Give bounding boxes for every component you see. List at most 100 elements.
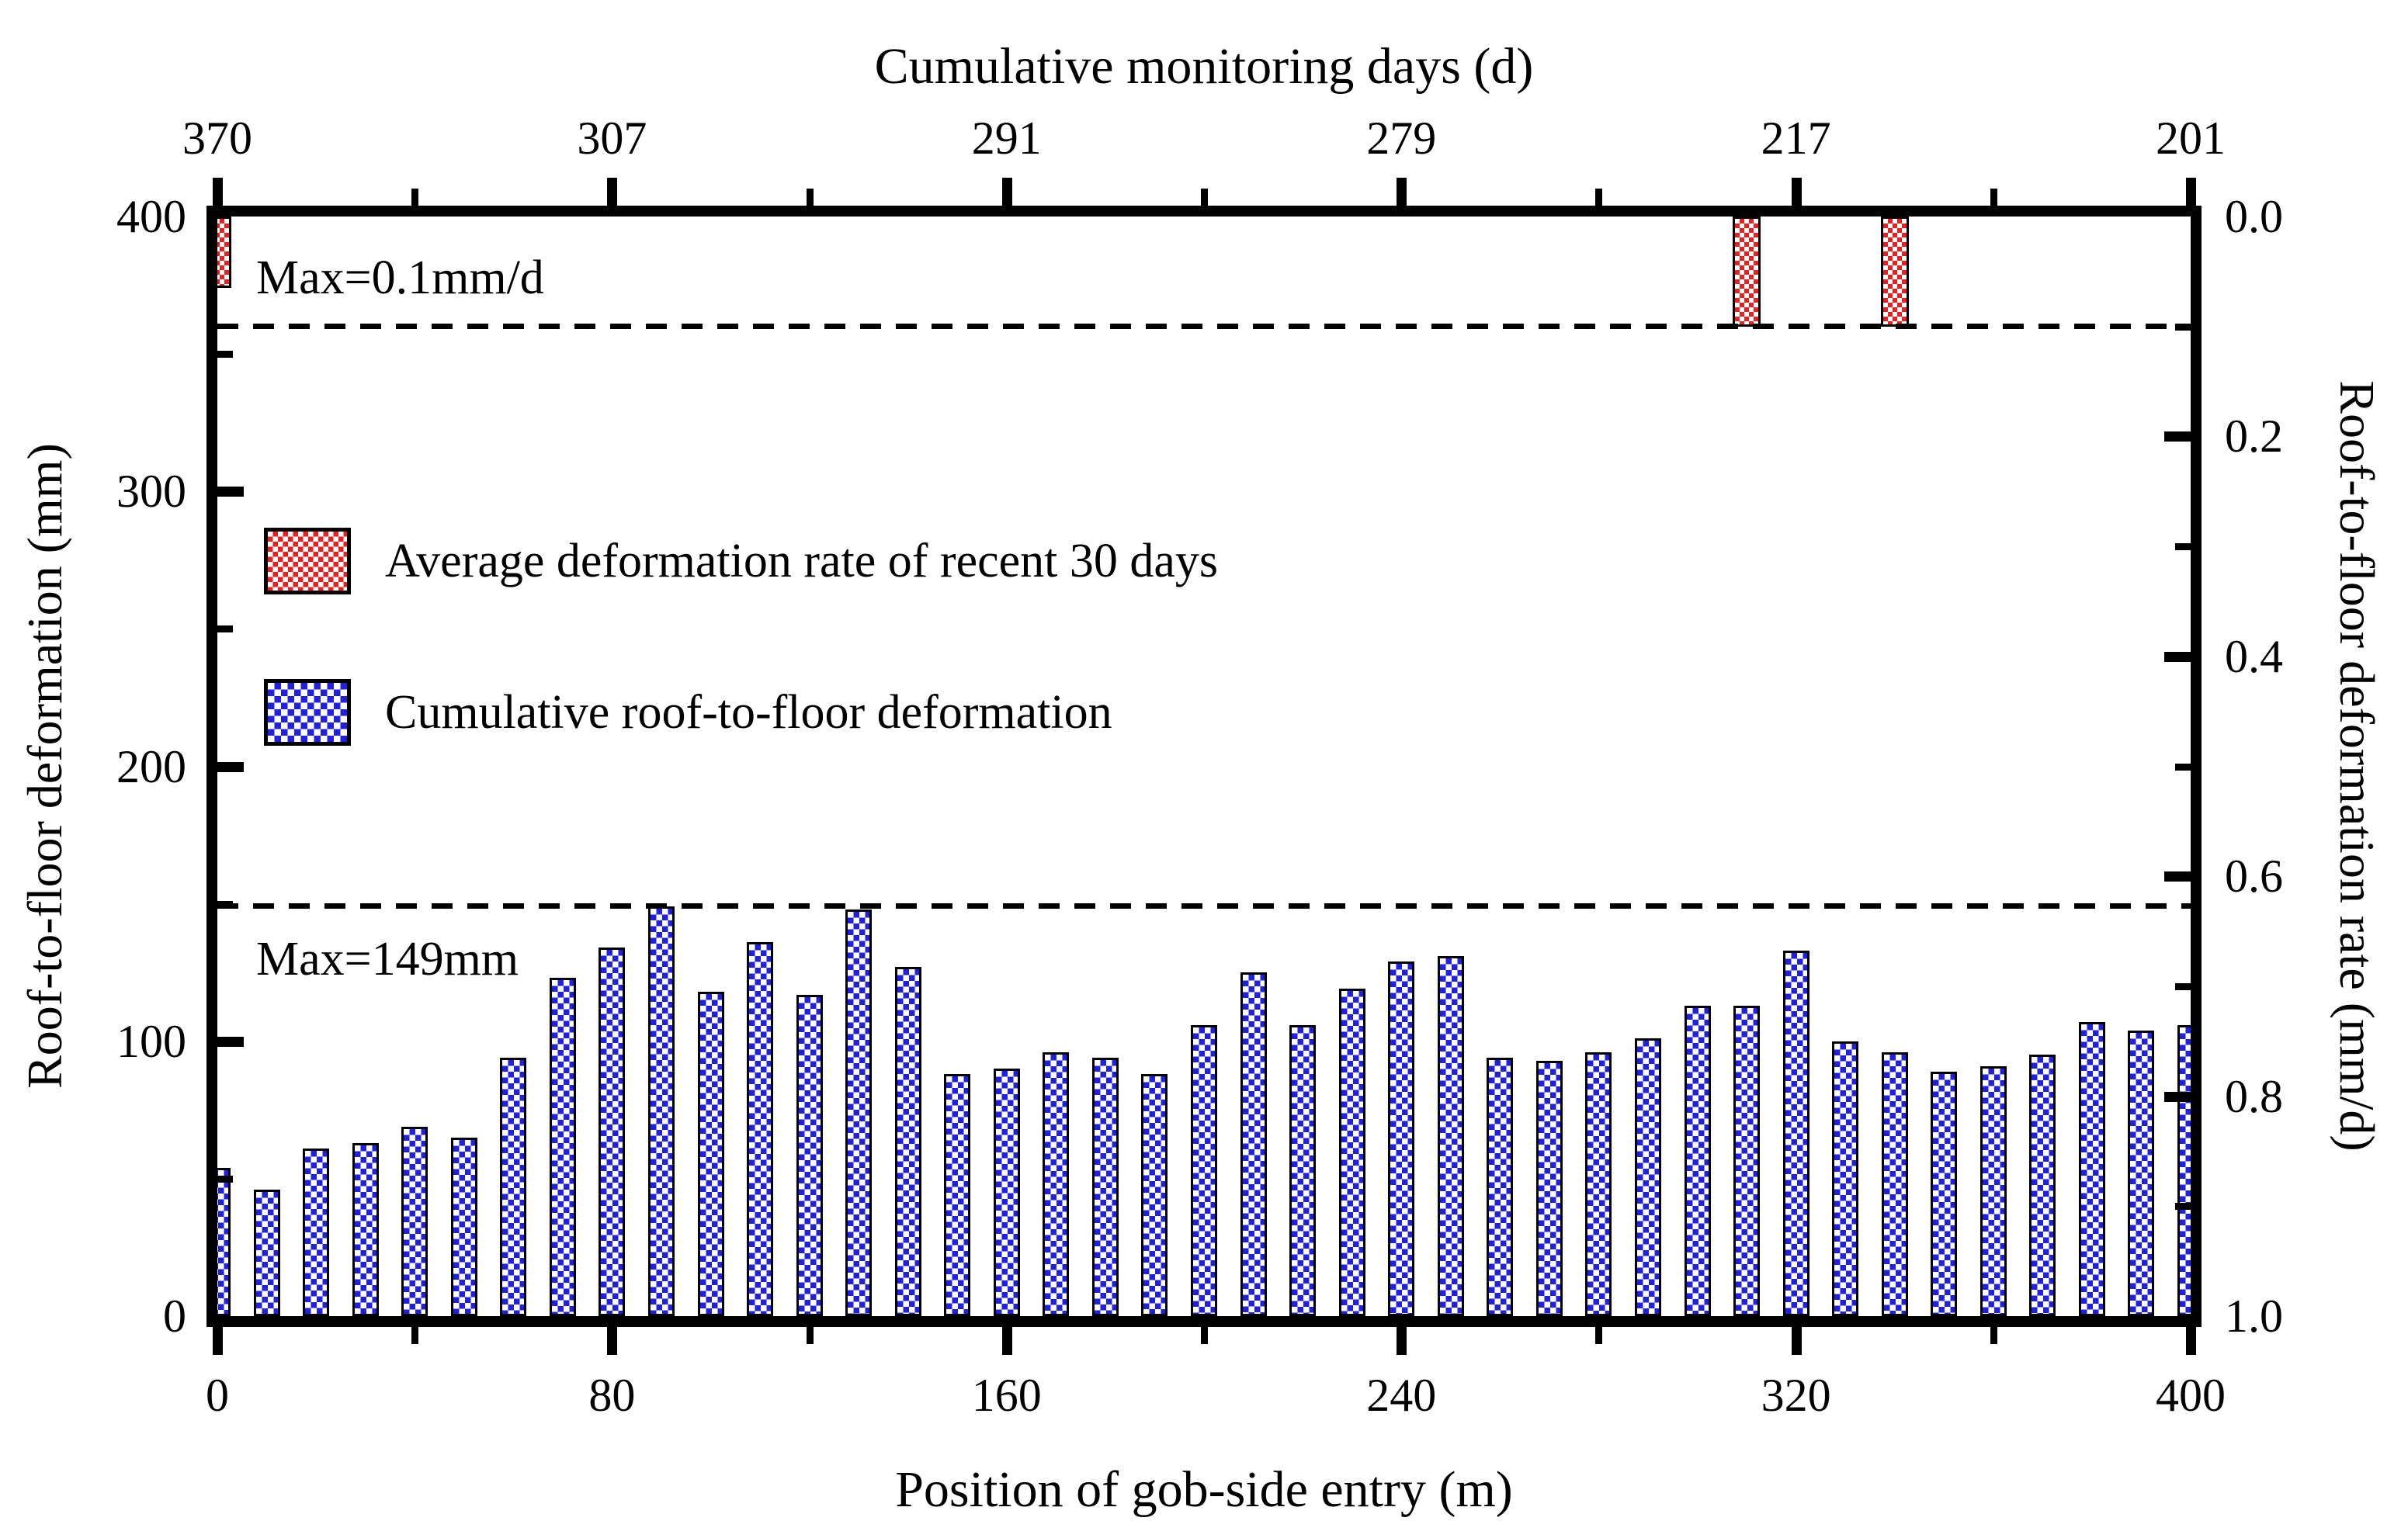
y-right-tick-label: 0.2 [2225, 411, 2283, 463]
bar-deformation-rate [217, 217, 231, 289]
y-left-tick-label: 400 [116, 191, 186, 242]
bar-cumulative-deformation [253, 1190, 280, 1316]
bar-cumulative-deformation [993, 1069, 1020, 1316]
bottom-axis-major-tick [213, 1327, 223, 1355]
bottom-axis-minor-tick [1595, 1327, 1603, 1344]
bottom-axis-minor-tick [806, 1327, 814, 1344]
reference-line-max-rate [217, 323, 2191, 329]
bar-cumulative-deformation [796, 994, 823, 1316]
y-right-tick-label: 0.6 [2225, 851, 2283, 903]
bar-cumulative-deformation [747, 942, 774, 1316]
legend-label-cumulative: Cumulative roof-to-floor deformation [385, 685, 1112, 739]
bar-cumulative-deformation [2029, 1055, 2056, 1316]
bar-cumulative-deformation [303, 1148, 330, 1316]
bottom-axis-major-tick [1397, 1327, 1407, 1355]
legend-swatch-rate-icon [264, 528, 351, 594]
x-axis-tick-label: 160 [971, 1370, 1042, 1421]
legend-swatch-cumulative-icon [264, 679, 351, 746]
bar-cumulative-deformation [401, 1126, 429, 1316]
top-axis-tick-label: 291 [971, 113, 1042, 164]
bar-cumulative-deformation [500, 1058, 527, 1316]
top-axis-tick-label: 279 [1366, 113, 1437, 164]
bottom-axis-major-tick [1001, 1327, 1012, 1355]
bottom-axis-major-tick [2186, 1327, 2196, 1355]
bar-cumulative-deformation [599, 948, 626, 1316]
bar-cumulative-deformation [549, 978, 576, 1316]
bar-cumulative-deformation [647, 906, 675, 1316]
top-axis-minor-tick [411, 189, 419, 206]
bar-cumulative-deformation [1535, 1060, 1563, 1316]
bar-cumulative-deformation [2078, 1021, 2105, 1316]
bar-cumulative-deformation [1684, 1005, 1711, 1316]
bottom-axis-major-tick [1791, 1327, 1802, 1355]
y-right-tick-label: 0.4 [2225, 630, 2283, 682]
top-axis-major-tick [1397, 178, 1407, 206]
y-left-tick-label: 0 [163, 1291, 186, 1342]
top-axis-minor-tick [1595, 189, 1603, 206]
legend-label-rate: Average deformation rate of recent 30 da… [385, 534, 1219, 587]
top-axis-minor-tick [806, 189, 814, 206]
bar-cumulative-deformation [1043, 1052, 1070, 1316]
bar-cumulative-deformation [450, 1137, 477, 1316]
bottom-axis-minor-tick [1201, 1327, 1208, 1344]
y-right-tick-label: 1.0 [2225, 1291, 2283, 1342]
bar-cumulative-deformation [1931, 1071, 1958, 1316]
bar-cumulative-deformation [1585, 1052, 1612, 1316]
bar-cumulative-deformation [697, 992, 724, 1316]
bar-cumulative-deformation [1240, 972, 1267, 1316]
plot-area: Max=0.1mm/d Max=149mm Average deformation… [217, 217, 2191, 1316]
bar-deformation-rate [1880, 217, 1909, 327]
top-axis-tick-label: 370 [182, 113, 252, 164]
top-axis-major-tick [1001, 178, 1012, 206]
bar-cumulative-deformation [1634, 1038, 1661, 1316]
right-axis-title: Roof-to-floor deformation rate (mm/d) [2330, 380, 2385, 1152]
bar-cumulative-deformation [352, 1142, 379, 1316]
reference-line-max-deformation [217, 903, 2191, 909]
bar-cumulative-deformation [1733, 1005, 1761, 1316]
bar-cumulative-deformation [1487, 1058, 1514, 1316]
x-axis-tick-label: 400 [2156, 1370, 2226, 1421]
bar-cumulative-deformation [2128, 1030, 2155, 1316]
bar-cumulative-deformation [1979, 1065, 2007, 1316]
bottom-axis-major-tick [607, 1327, 618, 1355]
top-axis-major-tick [607, 178, 618, 206]
top-axis-major-tick [1791, 178, 1802, 206]
bar-cumulative-deformation [1437, 955, 1464, 1316]
bar-cumulative-deformation [1832, 1041, 1859, 1316]
top-axis-tick-label: 217 [1761, 113, 1831, 164]
bar-cumulative-deformation [1388, 961, 1415, 1316]
top-axis-minor-tick [1990, 189, 1997, 206]
bar-cumulative-deformation [1191, 1024, 1217, 1316]
legend-item-cumulative: Cumulative roof-to-floor deformation [264, 675, 1112, 750]
y-right-tick-label: 0.0 [2225, 191, 2283, 242]
bottom-axis-minor-tick [411, 1327, 419, 1344]
bar-cumulative-deformation [1782, 950, 1809, 1316]
top-axis-major-tick [2186, 178, 2196, 206]
bar-cumulative-deformation [217, 1167, 231, 1316]
x-axis-tick-label: 80 [588, 1370, 636, 1421]
bar-cumulative-deformation [894, 967, 921, 1316]
bar-cumulative-deformation [1091, 1058, 1119, 1316]
bar-cumulative-deformation [944, 1074, 971, 1316]
y-right-tick-label: 0.8 [2225, 1070, 2283, 1122]
left-axis-title: Roof-to-floor deformation (mm) [17, 443, 72, 1089]
top-axis-tick-label: 307 [577, 113, 647, 164]
x-axis-tick-label: 240 [1366, 1370, 1437, 1421]
top-axis-major-tick [213, 178, 223, 206]
bar-cumulative-deformation [1141, 1074, 1168, 1316]
bar-deformation-rate [1733, 217, 1761, 327]
top-axis-minor-tick [1201, 189, 1208, 206]
legend-item-rate: Average deformation rate of recent 30 da… [264, 524, 1218, 598]
max-deformation-annotation: Max=149mm [256, 933, 519, 986]
bottom-axis-minor-tick [1990, 1327, 1997, 1344]
bar-cumulative-deformation [1881, 1052, 1908, 1316]
max-rate-annotation: Max=0.1mm/d [256, 251, 544, 304]
x-axis-tick-label: 320 [1761, 1370, 1831, 1421]
bar-cumulative-deformation [1338, 989, 1365, 1316]
bar-cumulative-deformation [2177, 1024, 2191, 1316]
top-axis-tick-label: 201 [2156, 113, 2226, 164]
bar-cumulative-deformation [1289, 1024, 1317, 1316]
bottom-axis-title: Position of gob-side entry (m) [895, 1461, 1513, 1518]
bar-cumulative-deformation [845, 909, 873, 1316]
